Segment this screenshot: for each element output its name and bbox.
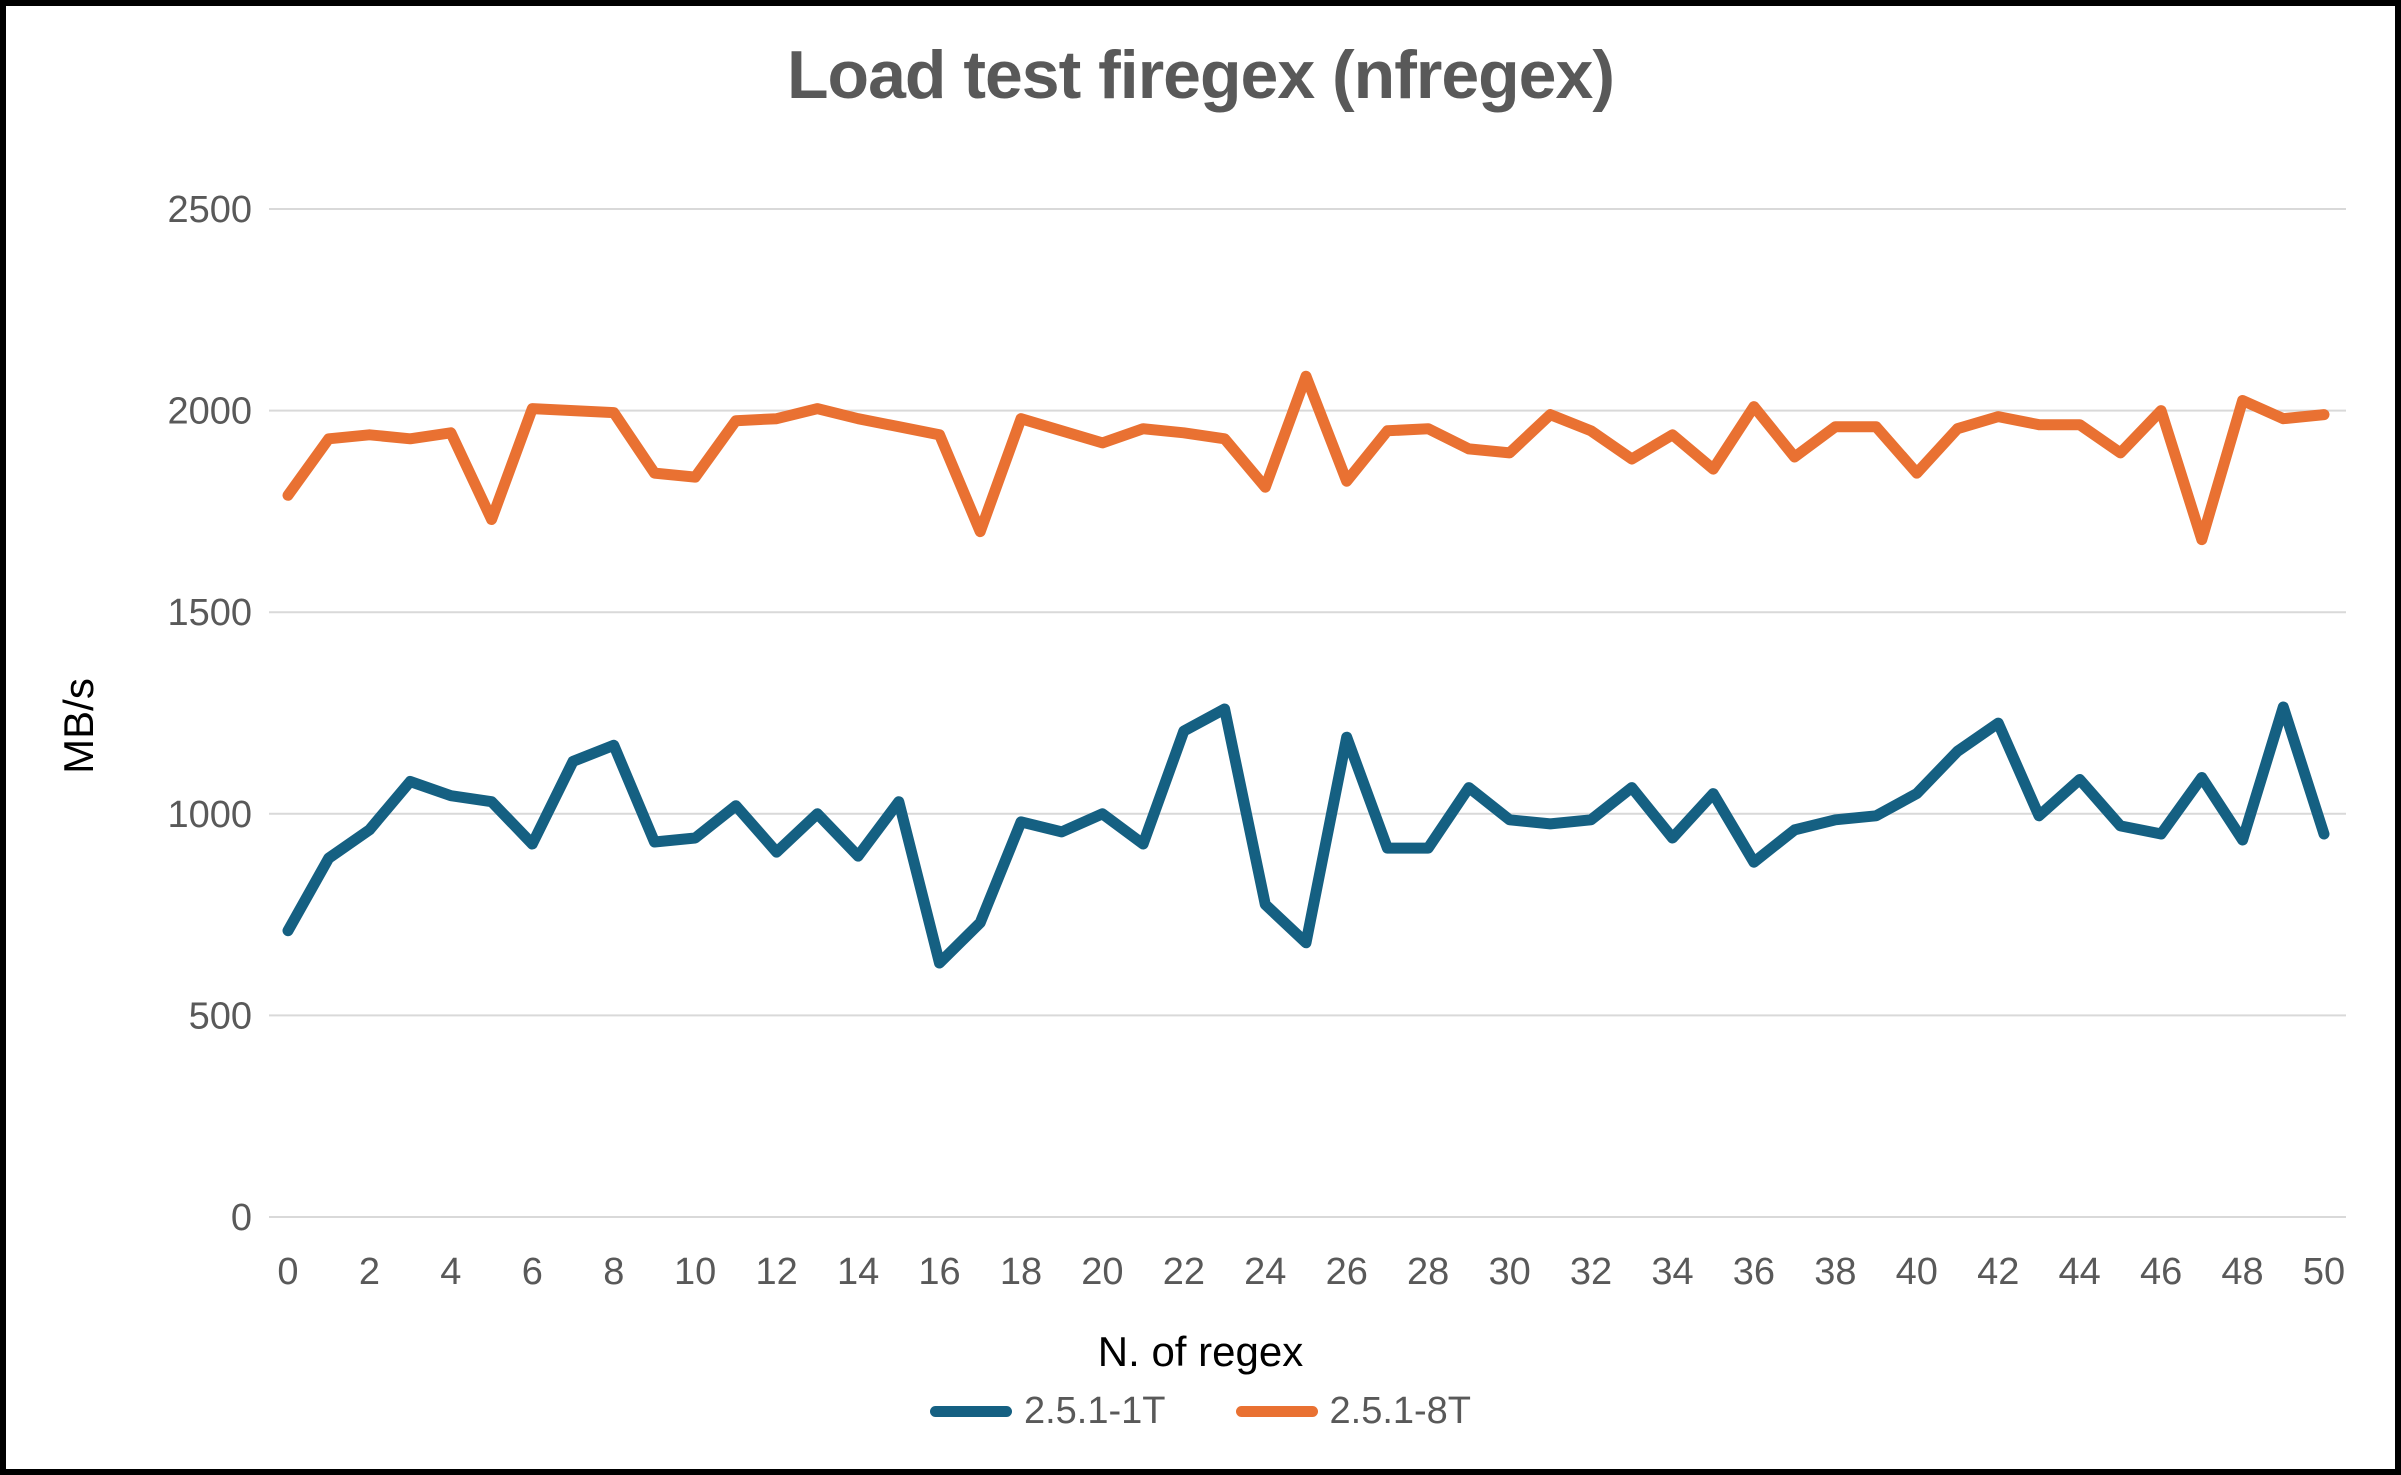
- x-tick-label-32: 32: [1570, 1251, 1612, 1293]
- x-tick-label-38: 38: [1814, 1251, 1856, 1293]
- y-tick-label-2500: 2500: [167, 189, 252, 231]
- x-tick-label-0: 0: [277, 1251, 298, 1293]
- x-tick-label-24: 24: [1244, 1251, 1286, 1293]
- y-tick-label-0: 0: [231, 1197, 252, 1239]
- legend-swatch-1t: [929, 1406, 1012, 1417]
- x-tick-label-42: 42: [1977, 1251, 2019, 1293]
- x-tick-label-40: 40: [1896, 1251, 1938, 1293]
- x-tick-label-14: 14: [837, 1251, 879, 1293]
- legend-label-1t: 2.5.1-1T: [1023, 1390, 1166, 1432]
- y-axis-title: MB/s: [55, 678, 102, 774]
- x-tick-label-10: 10: [674, 1251, 716, 1293]
- series-line-2.5.1-8T: [282, 370, 2330, 546]
- legend-item-8t: 2.5.1-8T: [1235, 1390, 1472, 1433]
- x-tick-label-50: 50: [2303, 1251, 2345, 1293]
- x-tick-label-34: 34: [1651, 1251, 1693, 1293]
- chart-title: Load test firegex (nfregex): [787, 37, 1615, 113]
- x-tick-label-28: 28: [1407, 1251, 1449, 1293]
- x-tick-label-2: 2: [359, 1251, 380, 1293]
- x-tick-label-22: 22: [1163, 1251, 1205, 1293]
- x-tick-label-6: 6: [522, 1251, 543, 1293]
- x-axis-title: N. of regex: [1097, 1328, 1304, 1375]
- x-tick-label-26: 26: [1326, 1251, 1368, 1293]
- y-tick-label-1000: 1000: [167, 794, 252, 836]
- x-tick-label-18: 18: [1000, 1251, 1042, 1293]
- x-tick-label-20: 20: [1081, 1251, 1123, 1293]
- legend-swatch-8t: [1235, 1406, 1318, 1417]
- x-tick-label-48: 48: [2221, 1251, 2263, 1293]
- x-tick-label-12: 12: [755, 1251, 797, 1293]
- x-tick-label-16: 16: [918, 1251, 960, 1293]
- legend-label-8t: 2.5.1-8T: [1329, 1390, 1472, 1432]
- x-tick-label-46: 46: [2140, 1251, 2182, 1293]
- y-tick-label-1500: 1500: [167, 592, 252, 634]
- x-tick-label-44: 44: [2059, 1251, 2101, 1293]
- x-tick-label-36: 36: [1733, 1251, 1775, 1293]
- x-tick-label-4: 4: [440, 1251, 461, 1293]
- x-tick-label-30: 30: [1488, 1251, 1530, 1293]
- legend: 2.5.1-1T 2.5.1-8T: [6, 1390, 2395, 1433]
- y-tick-label-500: 500: [189, 995, 252, 1037]
- series-line-2.5.1-1T: [282, 701, 2330, 969]
- y-tick-label-2000: 2000: [167, 391, 252, 433]
- x-tick-label-8: 8: [603, 1251, 624, 1293]
- legend-item-1t: 2.5.1-1T: [929, 1390, 1166, 1433]
